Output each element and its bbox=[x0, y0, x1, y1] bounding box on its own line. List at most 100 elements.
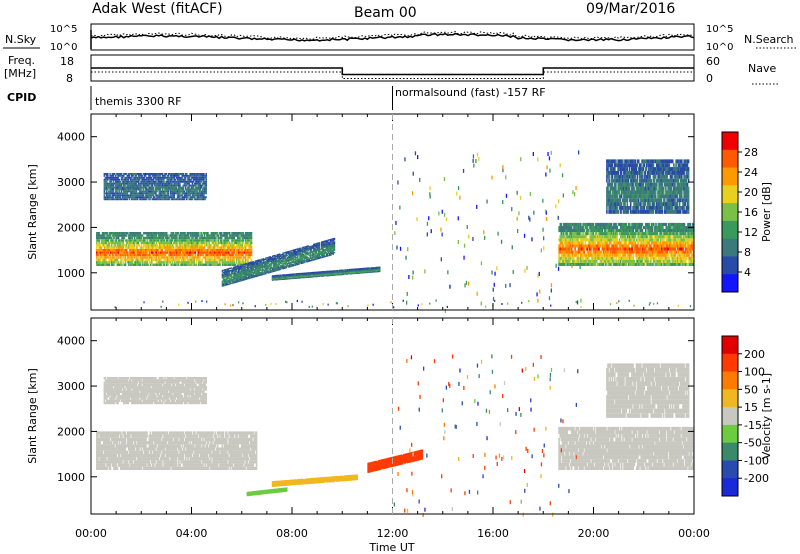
power-cell bbox=[106, 232, 108, 235]
power-cell bbox=[96, 258, 98, 262]
power-cell bbox=[183, 256, 185, 259]
power-cell bbox=[220, 258, 223, 262]
power-cell bbox=[239, 244, 241, 247]
power-cell bbox=[186, 241, 189, 245]
power-cell bbox=[117, 263, 120, 266]
power-cell bbox=[148, 232, 151, 235]
power-cell bbox=[136, 251, 138, 254]
power-cell bbox=[212, 236, 215, 240]
power-cell bbox=[178, 236, 181, 240]
power-cell bbox=[616, 226, 619, 230]
power-cell bbox=[144, 263, 146, 266]
power-cell bbox=[230, 256, 232, 259]
power-cell bbox=[247, 236, 249, 240]
power-cell bbox=[173, 261, 176, 264]
power-cell bbox=[112, 258, 114, 262]
power-cell bbox=[138, 234, 140, 237]
power-cell bbox=[188, 244, 191, 247]
power-cell bbox=[566, 222, 568, 226]
power-cell bbox=[214, 232, 216, 235]
power-cell bbox=[141, 258, 144, 262]
power-cell bbox=[187, 261, 190, 264]
power-cell bbox=[676, 232, 679, 236]
power-cell bbox=[227, 232, 230, 235]
power-cell bbox=[102, 234, 105, 237]
power-cell bbox=[225, 241, 228, 245]
power-cell bbox=[145, 241, 147, 245]
power-cell bbox=[203, 249, 206, 252]
power-cell bbox=[228, 234, 231, 237]
power-cell bbox=[98, 232, 100, 235]
power-cell bbox=[163, 261, 166, 264]
power-cell bbox=[140, 236, 143, 240]
power-cell bbox=[568, 226, 571, 230]
power-cell bbox=[248, 232, 250, 235]
power-cell bbox=[120, 232, 122, 235]
power-cell bbox=[117, 249, 120, 252]
power-cell bbox=[147, 249, 150, 252]
power-cell bbox=[164, 261, 167, 264]
power-cell bbox=[116, 258, 119, 262]
power-cell bbox=[218, 241, 221, 245]
power-cell bbox=[175, 232, 177, 235]
power-cell bbox=[249, 234, 252, 237]
power-cell bbox=[172, 263, 175, 266]
power-cell bbox=[116, 232, 119, 235]
power-cell bbox=[667, 253, 670, 257]
power-cell bbox=[136, 261, 138, 264]
power-cell bbox=[175, 251, 177, 254]
power-cell bbox=[565, 238, 567, 242]
power-cell bbox=[663, 244, 665, 248]
power-cell bbox=[583, 229, 585, 233]
power-cell bbox=[100, 241, 103, 245]
power-cell bbox=[195, 258, 198, 262]
power-cell bbox=[212, 232, 215, 235]
power-cell bbox=[135, 258, 137, 262]
power-cell bbox=[565, 241, 567, 245]
power-cell bbox=[215, 251, 217, 254]
power-cell bbox=[238, 241, 240, 245]
power-cell bbox=[165, 261, 168, 264]
power-cell bbox=[219, 263, 222, 266]
power-cell bbox=[569, 232, 572, 236]
power-cell bbox=[248, 234, 250, 237]
power-cell bbox=[101, 263, 104, 266]
power-cell bbox=[559, 222, 562, 226]
power-cell bbox=[232, 249, 234, 252]
power-cell bbox=[180, 246, 183, 249]
power-cell bbox=[144, 261, 146, 264]
power-cell bbox=[136, 258, 138, 262]
power-cell bbox=[247, 234, 249, 237]
power-cell bbox=[610, 241, 613, 245]
power-cell bbox=[200, 241, 202, 245]
power-cell bbox=[159, 246, 161, 249]
power-cell bbox=[680, 235, 682, 239]
power-cell bbox=[139, 249, 142, 252]
power-cell bbox=[117, 232, 120, 235]
power-cell bbox=[577, 238, 580, 242]
power-cell bbox=[151, 256, 153, 259]
power-cell bbox=[180, 241, 183, 245]
power-cell bbox=[242, 232, 245, 235]
power-cell bbox=[175, 241, 177, 245]
power-cell bbox=[176, 234, 178, 237]
power-cell bbox=[141, 256, 144, 259]
power-cell bbox=[616, 232, 619, 236]
power-cell bbox=[217, 249, 219, 252]
power-cell bbox=[172, 236, 175, 240]
power-cell bbox=[567, 238, 569, 242]
power-cell bbox=[149, 239, 152, 242]
power-cell bbox=[228, 256, 231, 259]
power-cell bbox=[241, 251, 244, 254]
power-cell bbox=[239, 232, 241, 235]
power-cell bbox=[564, 250, 566, 254]
power-cell bbox=[179, 241, 182, 245]
power-cell bbox=[183, 251, 185, 254]
power-cell bbox=[608, 244, 611, 248]
power-cell bbox=[101, 256, 104, 259]
power-cell bbox=[146, 232, 148, 235]
power-cell bbox=[246, 232, 248, 235]
power-cell bbox=[569, 241, 572, 245]
power-cell bbox=[207, 232, 209, 235]
power-cell bbox=[147, 234, 150, 237]
